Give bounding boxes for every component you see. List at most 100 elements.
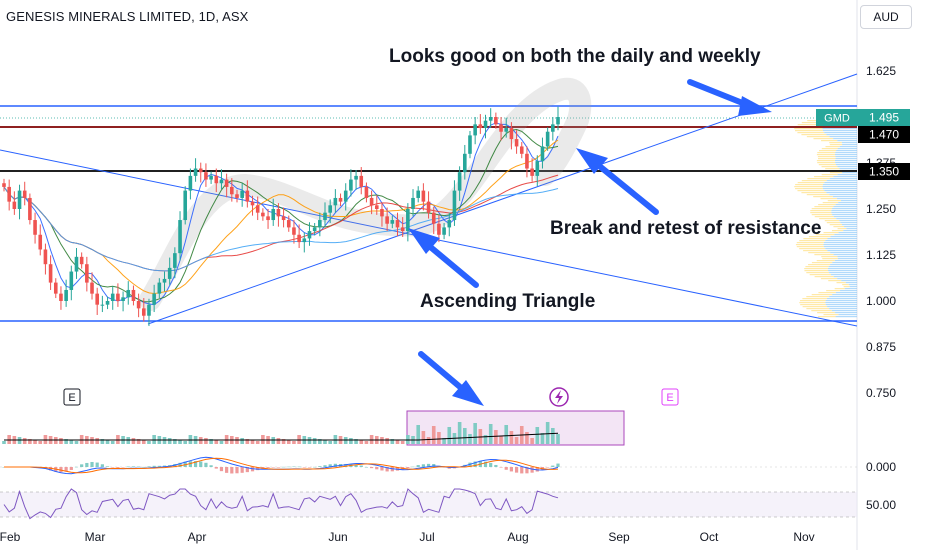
volume-profile-bar bbox=[825, 168, 840, 170]
volume-profile-bar bbox=[841, 142, 857, 144]
macd-histogram-bar bbox=[489, 462, 493, 467]
candle bbox=[281, 207, 286, 228]
volume-profile-bar bbox=[836, 198, 857, 200]
price-badge-resistance: 1.470 bbox=[858, 126, 910, 143]
macd-histogram-bar bbox=[142, 466, 146, 468]
volume-profile-bar bbox=[795, 244, 824, 246]
macd-histogram-bar bbox=[74, 466, 79, 468]
earnings-marker-2[interactable]: E bbox=[661, 388, 679, 406]
x-tick-label: Feb bbox=[0, 530, 21, 544]
currency-button[interactable]: AUD bbox=[860, 5, 912, 29]
volume-profile-bar bbox=[828, 280, 842, 282]
candle bbox=[198, 162, 203, 183]
candle bbox=[333, 189, 338, 213]
volume-profile-bar bbox=[837, 166, 857, 168]
price-label-2: 1.470 bbox=[869, 128, 899, 142]
volume-profile-bar bbox=[818, 164, 836, 166]
volume-profile-bar bbox=[837, 140, 857, 142]
macd-histogram-bar bbox=[375, 467, 379, 470]
volume-profile-bar bbox=[817, 152, 836, 154]
y-tick-label: 0.750 bbox=[866, 386, 896, 400]
candle bbox=[121, 291, 125, 312]
candle bbox=[286, 215, 291, 232]
macd-histogram-bar bbox=[209, 465, 213, 467]
macd-line bbox=[4, 457, 559, 474]
volume-profile-bar bbox=[801, 180, 827, 182]
y-tick-label: 1.250 bbox=[866, 202, 896, 216]
volume-profile-bar bbox=[833, 206, 857, 208]
volume-bar bbox=[530, 438, 534, 444]
macd-histogram-bar bbox=[406, 467, 410, 469]
volume-profile-bar bbox=[818, 316, 836, 318]
volume-bar bbox=[245, 439, 250, 444]
earnings-marker-1[interactable]: E bbox=[63, 388, 81, 406]
volume-profile-bar bbox=[838, 232, 857, 234]
candle bbox=[545, 127, 550, 151]
candle bbox=[214, 168, 219, 193]
x-tick-label: Jun bbox=[328, 530, 347, 544]
candle bbox=[395, 212, 400, 237]
volume-profile-bar bbox=[821, 148, 838, 150]
dividend-lightning-icon[interactable] bbox=[549, 387, 569, 407]
volume-bar bbox=[173, 439, 177, 444]
volume-profile-bar bbox=[837, 258, 857, 260]
annotation-daily-weekly: Looks good on both the daily and weekly bbox=[389, 46, 761, 67]
volume-bar bbox=[105, 440, 110, 444]
volume-profile-bar bbox=[803, 250, 828, 252]
volume-profile-bar bbox=[843, 230, 857, 232]
volume-bar bbox=[240, 438, 244, 444]
volume-profile-bar bbox=[818, 292, 836, 294]
candle bbox=[483, 114, 488, 139]
volume-profile-bar bbox=[826, 192, 857, 194]
arrow-to-triangle bbox=[408, 228, 479, 288]
candle bbox=[2, 178, 6, 192]
volume-profile-bar bbox=[832, 196, 857, 198]
volume-profile-bar bbox=[825, 240, 857, 242]
candle bbox=[478, 114, 483, 134]
y-tick-label: 1.000 bbox=[866, 294, 896, 308]
candle bbox=[255, 196, 260, 221]
candle bbox=[349, 169, 353, 197]
macd-histogram-bar bbox=[416, 465, 420, 467]
volume-profile-bar bbox=[835, 204, 857, 206]
macd-histogram-bar bbox=[556, 463, 560, 467]
macd-histogram-bar bbox=[219, 467, 224, 472]
volume-profile-bar bbox=[821, 174, 838, 176]
volume-profile-bar bbox=[827, 200, 841, 202]
volume-profile-bar bbox=[824, 220, 840, 222]
volume-profile-bar bbox=[806, 296, 830, 298]
volume-profile-bar bbox=[800, 300, 826, 302]
volume-bar bbox=[447, 427, 452, 444]
volume-bar bbox=[416, 425, 421, 444]
volume-profile-bar bbox=[835, 316, 857, 318]
earnings-marker-label: E bbox=[68, 392, 75, 404]
macd-histogram-bar bbox=[370, 467, 374, 469]
candle bbox=[74, 248, 79, 279]
candle bbox=[364, 182, 369, 203]
volume-profile-bar bbox=[823, 314, 839, 316]
candle bbox=[147, 298, 151, 327]
volume-profile-bar bbox=[809, 274, 831, 276]
volume-profile-bar bbox=[836, 150, 857, 152]
volume-bar bbox=[281, 439, 286, 444]
macd-histogram-bar bbox=[256, 467, 260, 471]
volume-profile-bar bbox=[846, 228, 857, 230]
volume-profile-bar bbox=[826, 180, 857, 182]
macd-histogram-bar bbox=[137, 466, 141, 468]
macd-histogram-bar bbox=[80, 464, 84, 467]
volume-profile-bar bbox=[816, 154, 835, 156]
candle bbox=[525, 146, 529, 178]
volume-bar bbox=[69, 440, 74, 444]
candle bbox=[110, 286, 115, 310]
macd-histogram-bar bbox=[535, 467, 539, 472]
macd-histogram-bar bbox=[162, 465, 167, 467]
macd-histogram-bar bbox=[240, 467, 244, 473]
volume-profile-bar bbox=[832, 214, 857, 216]
volume-bar bbox=[421, 431, 426, 444]
volume-profile-bar bbox=[842, 172, 857, 174]
macd-histogram-bar bbox=[287, 466, 291, 468]
volume-profile-bar bbox=[806, 272, 830, 274]
volume-bar bbox=[74, 441, 79, 444]
candle bbox=[79, 252, 84, 269]
